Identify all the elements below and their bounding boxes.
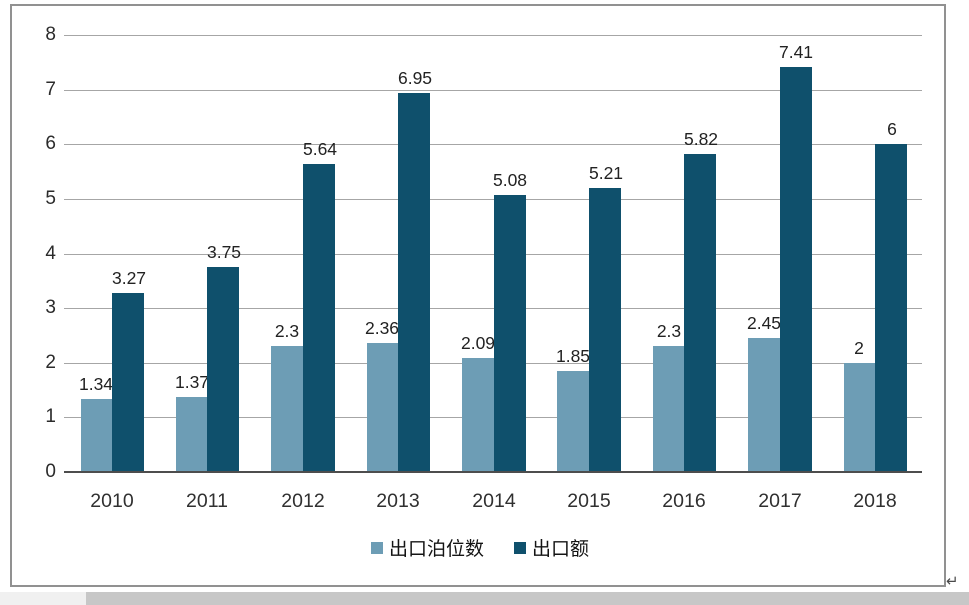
data-label-berths-2014: 2.09 bbox=[460, 333, 496, 353]
y-tick-label-4: 4 bbox=[45, 243, 56, 264]
bar-export-2012 bbox=[303, 164, 335, 472]
data-label-berths-2015: 1.85 bbox=[555, 346, 591, 366]
y-tick-label-0: 0 bbox=[45, 461, 56, 482]
bar-berths-2015 bbox=[557, 371, 589, 472]
data-label-berths-2011: 1.37 bbox=[174, 372, 210, 392]
x-axis-label-2017: 2017 bbox=[758, 490, 802, 512]
chart-legend: 出口泊位数 出口额 bbox=[12, 534, 948, 561]
data-label-export-2013: 6.95 bbox=[397, 68, 433, 88]
data-label-export-2016: 5.82 bbox=[683, 129, 719, 149]
gridline-5 bbox=[64, 199, 922, 200]
bar-export-2016 bbox=[684, 154, 716, 472]
y-tick-label-7: 7 bbox=[45, 79, 56, 100]
bar-berths-2010 bbox=[81, 399, 113, 472]
scrollbar-corner bbox=[0, 592, 86, 605]
bar-berths-2013 bbox=[367, 343, 399, 472]
gridline-4 bbox=[64, 254, 922, 255]
bar-export-2013 bbox=[398, 93, 430, 472]
horizontal-scrollbar[interactable] bbox=[0, 592, 969, 605]
legend-label: 出口泊位数 bbox=[388, 539, 484, 560]
data-label-berths-2010: 1.34 bbox=[78, 374, 114, 394]
data-label-export-2015: 5.21 bbox=[588, 163, 624, 183]
bar-export-2010 bbox=[112, 293, 144, 472]
data-label-export-2011: 3.75 bbox=[206, 242, 242, 262]
y-tick-label-3: 3 bbox=[45, 297, 56, 318]
data-label-berths-2013: 2.36 bbox=[364, 318, 400, 338]
bar-export-2015 bbox=[589, 188, 621, 472]
y-tick-label-6: 6 bbox=[45, 133, 56, 154]
paragraph-return-mark: ↵ bbox=[946, 573, 959, 590]
x-axis-label-2012: 2012 bbox=[281, 490, 325, 512]
bar-export-2014 bbox=[494, 195, 526, 472]
legend-item-berths: 出口泊位数 bbox=[370, 534, 484, 561]
x-axis-line bbox=[64, 471, 922, 473]
bar-export-2011 bbox=[207, 267, 239, 472]
y-tick-label-1: 1 bbox=[45, 406, 56, 427]
gridline-3 bbox=[64, 308, 922, 309]
legend-marker-icon bbox=[370, 541, 383, 554]
gridline-7 bbox=[64, 90, 922, 91]
data-label-berths-2017: 2.45 bbox=[746, 313, 782, 333]
bar-berths-2012 bbox=[271, 346, 303, 472]
legend-item-export: 出口额 bbox=[514, 534, 589, 561]
bar-berths-2017 bbox=[748, 338, 780, 472]
bar-berths-2016 bbox=[653, 346, 685, 472]
x-axis-label-2018: 2018 bbox=[853, 490, 897, 512]
bar-export-2018 bbox=[875, 144, 907, 472]
y-tick-label-2: 2 bbox=[45, 352, 56, 373]
legend-label: 出口额 bbox=[532, 539, 590, 560]
data-label-export-2014: 5.08 bbox=[492, 170, 528, 190]
x-axis-label-2015: 2015 bbox=[567, 490, 611, 512]
bar-export-2017 bbox=[780, 67, 812, 472]
data-label-export-2012: 5.64 bbox=[302, 139, 338, 159]
data-label-export-2010: 3.27 bbox=[111, 268, 147, 288]
data-label-export-2017: 7.41 bbox=[778, 42, 814, 62]
data-label-berths-2018: 2 bbox=[854, 338, 864, 358]
data-label-berths-2012: 2.3 bbox=[274, 321, 300, 341]
y-tick-label-8: 8 bbox=[45, 24, 56, 45]
x-axis-label-2016: 2016 bbox=[662, 490, 706, 512]
y-tick-label-5: 5 bbox=[45, 188, 56, 209]
gridline-8 bbox=[64, 35, 922, 36]
x-axis-label-2010: 2010 bbox=[90, 490, 134, 512]
data-label-export-2018: 6 bbox=[887, 119, 897, 139]
x-axis-label-2011: 2011 bbox=[186, 490, 228, 512]
bar-berths-2018 bbox=[844, 363, 876, 472]
bar-berths-2011 bbox=[176, 397, 208, 472]
data-label-berths-2016: 2.3 bbox=[656, 321, 682, 341]
x-axis-label-2014: 2014 bbox=[472, 490, 516, 512]
x-axis-label-2013: 2013 bbox=[376, 490, 420, 512]
legend-marker-icon bbox=[514, 541, 526, 554]
gridline-6 bbox=[64, 144, 922, 145]
bar-berths-2014 bbox=[462, 358, 494, 472]
